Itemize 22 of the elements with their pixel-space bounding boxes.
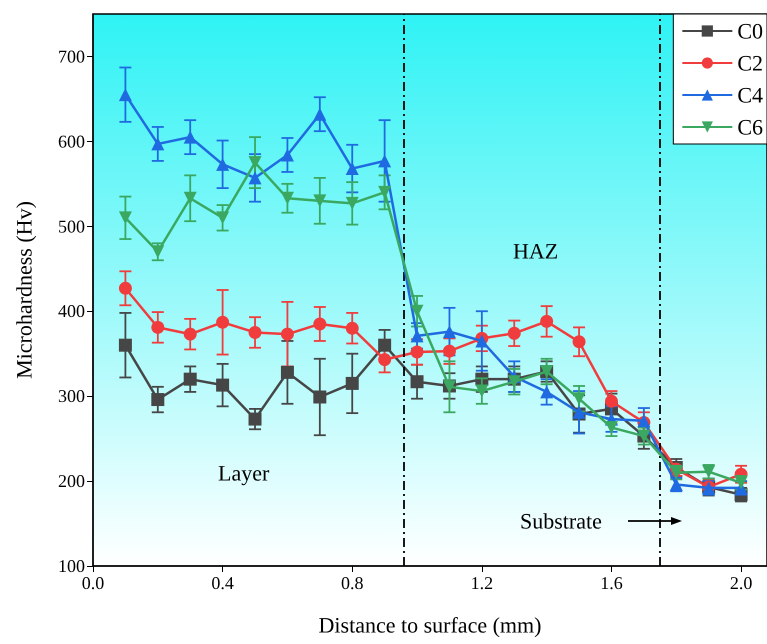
y-tick-label: 300 [58,386,85,406]
legend-label: C6 [737,114,764,140]
legend-label: C4 [737,82,764,108]
x-tick-label: 0.0 [82,573,104,593]
legend-label: C2 [737,50,764,76]
y-axis-title: Microhardness (Hv) [12,201,36,379]
x-tick-label: 2.0 [730,573,752,593]
annotation: Layer [218,460,270,486]
legend-label: C0 [737,18,764,44]
x-tick-label: 1.6 [600,573,623,593]
y-tick-label: 600 [58,131,85,152]
annotation: Substrate [520,508,602,534]
annotation: HAZ [513,238,558,264]
y-tick-label: 500 [58,216,85,236]
x-tick-label: 0.8 [340,573,364,593]
y-tick-label: 200 [58,471,85,492]
x-tick-label: 1.2 [470,573,494,593]
y-tick-label: 400 [58,301,85,322]
x-tick-label: 0.4 [211,573,234,593]
x-axis-title: Distance to surface (mm) [318,612,542,638]
y-tick-label: 100 [58,556,85,576]
y-tick-label: 700 [58,46,85,66]
